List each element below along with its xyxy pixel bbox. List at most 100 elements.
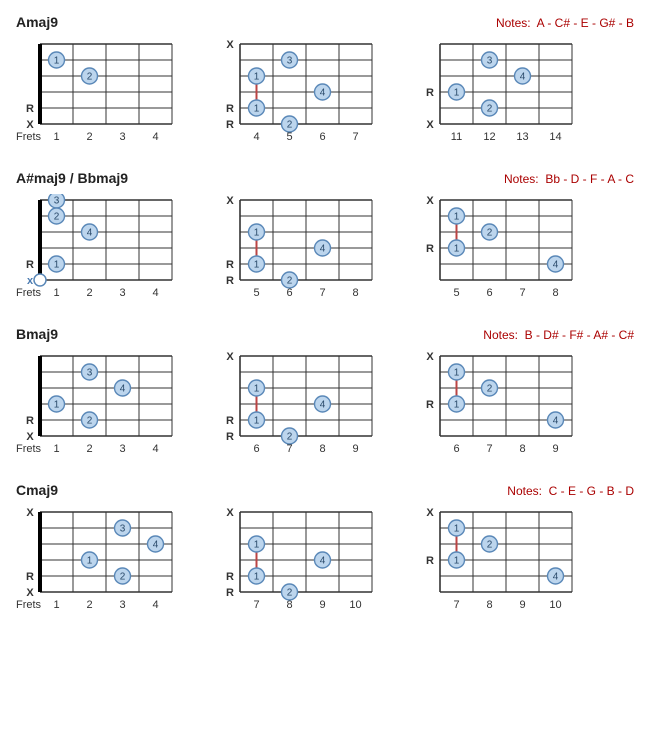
svg-text:3: 3: [119, 287, 125, 299]
svg-text:5: 5: [286, 131, 292, 143]
svg-text:13: 13: [516, 131, 528, 143]
svg-text:X: X: [226, 39, 234, 51]
svg-text:1: 1: [454, 212, 460, 223]
svg-text:9: 9: [352, 443, 358, 455]
svg-text:Frets: Frets: [16, 131, 42, 143]
chord-notes-label: Notes:: [496, 16, 531, 30]
svg-text:3: 3: [119, 131, 125, 143]
svg-text:9: 9: [552, 443, 558, 455]
chord-name: Amaj9: [16, 14, 58, 30]
svg-text:1: 1: [254, 72, 260, 83]
chord-diagram: XRR314124567: [212, 38, 380, 148]
svg-text:6: 6: [453, 443, 459, 455]
svg-text:R: R: [26, 571, 34, 583]
svg-text:X: X: [426, 351, 434, 363]
svg-text:8: 8: [519, 443, 525, 455]
svg-text:5: 5: [253, 287, 259, 299]
svg-text:6: 6: [286, 287, 292, 299]
svg-text:2: 2: [86, 599, 92, 611]
svg-text:1: 1: [254, 260, 260, 271]
svg-text:Frets: Frets: [16, 287, 42, 299]
svg-text:X: X: [426, 195, 434, 207]
chord-header: Cmaj9Notes: C - E - G - B - D: [12, 482, 638, 498]
svg-text:7: 7: [319, 287, 325, 299]
svg-text:R: R: [226, 587, 234, 599]
chord-diagram: XRX34121234Frets: [12, 506, 180, 616]
svg-text:4: 4: [152, 131, 158, 143]
chord-header: Amaj9 Notes: A - C# - E - G# - B: [12, 14, 638, 30]
svg-text:R: R: [226, 103, 234, 115]
svg-text:7: 7: [519, 287, 525, 299]
svg-text:4: 4: [320, 88, 326, 99]
diagrams-row: Rx32411234FretsXRR14125678XR12145678: [12, 194, 638, 304]
chord-notes-label: Notes:: [507, 484, 542, 498]
svg-text:7: 7: [486, 443, 492, 455]
svg-text:4: 4: [152, 443, 158, 455]
svg-text:5: 5: [453, 287, 459, 299]
svg-text:R: R: [226, 431, 234, 443]
svg-text:2: 2: [287, 276, 293, 287]
svg-text:2: 2: [87, 416, 93, 427]
svg-text:1: 1: [254, 416, 260, 427]
svg-text:4: 4: [520, 72, 526, 83]
svg-text:X: X: [426, 507, 434, 519]
diagrams-row: RX34121234FretsXRR14126789XR12146789: [12, 350, 638, 460]
svg-text:1: 1: [254, 228, 260, 239]
svg-text:2: 2: [287, 588, 293, 599]
svg-text:2: 2: [86, 287, 92, 299]
svg-text:1: 1: [53, 443, 59, 455]
svg-text:R: R: [426, 399, 434, 411]
chord-notes-value: C - E - G - B - D: [549, 484, 634, 498]
svg-text:7: 7: [352, 131, 358, 143]
svg-text:4: 4: [320, 556, 326, 567]
svg-text:2: 2: [54, 212, 60, 223]
svg-text:X: X: [26, 119, 34, 131]
svg-text:7: 7: [253, 599, 259, 611]
svg-text:2: 2: [87, 72, 93, 83]
svg-text:4: 4: [153, 540, 159, 551]
svg-text:14: 14: [549, 131, 561, 143]
svg-text:11: 11: [451, 131, 462, 143]
svg-text:R: R: [26, 415, 34, 427]
chord-diagrams-root: Amaj9Notes: A - C# - E - G# - BRX121234F…: [12, 14, 638, 616]
chord-name: Bmaj9: [16, 326, 58, 342]
svg-text:2: 2: [487, 384, 493, 395]
svg-text:1: 1: [254, 104, 260, 115]
chord-diagram: XRR14126789: [212, 350, 380, 460]
svg-text:8: 8: [319, 443, 325, 455]
svg-text:4: 4: [553, 260, 559, 271]
svg-text:2: 2: [86, 443, 92, 455]
diagrams-row: RX121234FretsXRR314124567RX341211121314: [12, 38, 638, 148]
svg-text:9: 9: [319, 599, 325, 611]
svg-text:Frets: Frets: [16, 599, 42, 611]
svg-text:2: 2: [487, 104, 493, 115]
svg-text:8: 8: [352, 287, 358, 299]
svg-text:1: 1: [53, 131, 59, 143]
chord-header: A#maj9 / Bbmaj9Notes: Bb - D - F - A - C: [12, 170, 638, 186]
svg-text:R: R: [26, 259, 34, 271]
svg-text:2: 2: [487, 228, 493, 239]
svg-text:R: R: [26, 103, 34, 115]
svg-text:2: 2: [287, 432, 293, 443]
svg-text:1: 1: [254, 572, 260, 583]
chord-notes-value: A - C# - E - G# - B: [537, 16, 634, 30]
chord-notes: Notes: Bb - D - F - A - C: [504, 172, 634, 186]
svg-text:1: 1: [54, 56, 60, 67]
svg-text:6: 6: [319, 131, 325, 143]
svg-text:3: 3: [120, 524, 126, 535]
svg-text:x: x: [27, 275, 34, 287]
svg-text:6: 6: [486, 287, 492, 299]
svg-text:4: 4: [120, 384, 126, 395]
svg-text:4: 4: [320, 244, 326, 255]
svg-text:R: R: [426, 87, 434, 99]
svg-text:3: 3: [487, 56, 493, 67]
svg-text:X: X: [26, 507, 34, 519]
svg-text:Frets: Frets: [16, 443, 42, 455]
chord-section: A#maj9 / Bbmaj9Notes: Bb - D - F - A - C…: [12, 170, 638, 304]
chord-diagram: XR121478910: [412, 506, 580, 616]
svg-text:R: R: [226, 415, 234, 427]
chord-diagram: Rx32411234Frets: [12, 194, 180, 304]
chord-notes-label: Notes:: [504, 172, 539, 186]
chord-notes-label: Notes:: [483, 328, 518, 342]
diagrams-row: XRX34121234FretsXRR141278910XR121478910: [12, 506, 638, 616]
